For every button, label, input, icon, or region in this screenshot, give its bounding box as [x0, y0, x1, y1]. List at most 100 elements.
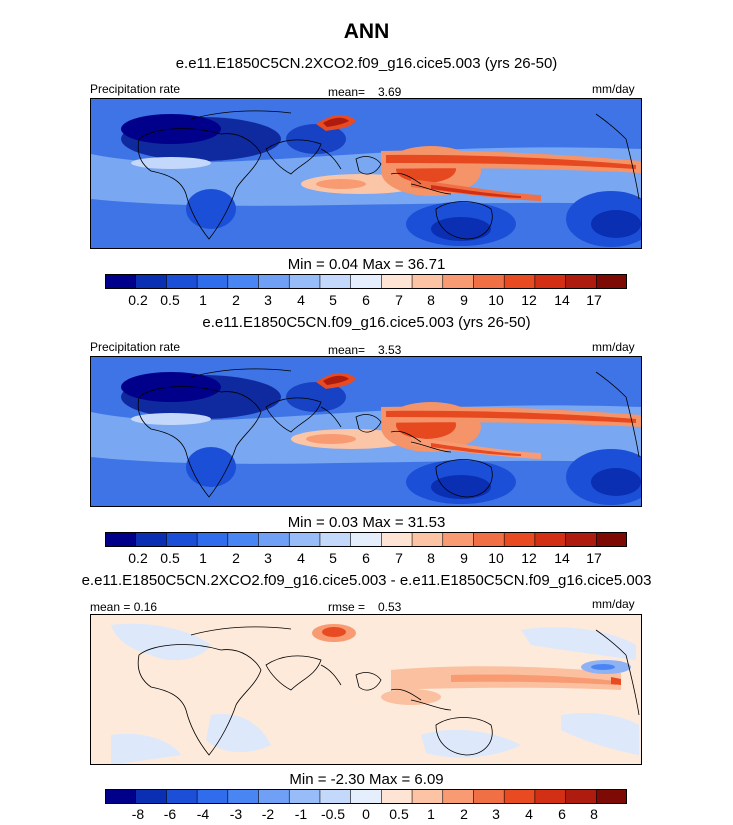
- panel-3-rmse-value: 0.53: [378, 600, 402, 614]
- panel-2-tick: 5: [329, 550, 337, 566]
- panel-3-tick: -4: [196, 806, 210, 822]
- colorbar-border: [105, 274, 627, 289]
- colorbar-swatch: [135, 274, 167, 289]
- panel-3-map: [90, 614, 642, 765]
- panel-2-tick: 10: [488, 550, 504, 566]
- panel-1-tick: 0.5: [160, 292, 180, 308]
- panel-2-minmax: Min = 0.03 Max = 31.53: [287, 514, 446, 531]
- panel-1-mean-value: 3.69: [378, 85, 402, 99]
- panel-3-colorbar-ticks: -8 -6 -4 -3 -2 -1 -0.5 0 0.5 1 2 3 4 6 8: [0, 806, 733, 825]
- colorbar-swatch: [504, 532, 536, 547]
- panel-2-southern-africa: [186, 447, 236, 487]
- panel-3-tick: 0: [362, 806, 370, 822]
- panel-2-tick: 6: [362, 550, 370, 566]
- panel-2-mean-value: 3.53: [378, 343, 402, 357]
- colorbar-swatch: [381, 789, 413, 804]
- panel-1-tick: 14: [554, 292, 570, 308]
- colorbar-swatch: [105, 789, 137, 804]
- colorbar-swatch: [105, 532, 137, 547]
- panel-3-minmax: Min = -2.30 Max = 6.09: [289, 771, 444, 788]
- panel-2-tick: 3: [264, 550, 272, 566]
- panel-2-tick: 12: [521, 550, 537, 566]
- panel-2-tick: 14: [554, 550, 570, 566]
- panel-2-tick: 1: [199, 550, 207, 566]
- colorbar-swatch: [350, 274, 382, 289]
- panel-3-tick: -3: [229, 806, 243, 822]
- colorbar-swatch: [258, 274, 290, 289]
- colorbar-swatch: [534, 789, 566, 804]
- colorbar-swatch: [412, 532, 444, 547]
- colorbar-swatch: [258, 789, 290, 804]
- panel-1-southern-africa: [186, 189, 236, 229]
- panel-3-colorbar: [105, 789, 627, 804]
- panel-3-tick: -2: [261, 806, 275, 822]
- panel-3-warm-pool-increase: [381, 689, 441, 705]
- panel-2-tick: 0.5: [160, 550, 180, 566]
- panel-2-africa-itcz: [131, 413, 211, 425]
- colorbar-swatch: [412, 274, 444, 289]
- panel-3-tick: -1: [294, 806, 308, 822]
- colorbar-swatch: [504, 789, 536, 804]
- colorbar-swatch: [565, 274, 597, 289]
- panel-2-mean-label: mean=: [328, 343, 366, 357]
- colorbar-swatch: [289, 789, 321, 804]
- colorbar-swatch: [135, 789, 167, 804]
- colorbar-swatch: [227, 532, 259, 547]
- panel-1-africa-itcz: [131, 157, 211, 169]
- panel-2-tick: 4: [297, 550, 305, 566]
- panel-3-tick: 6: [558, 806, 566, 822]
- panel-2-variable-label: Precipitation rate: [90, 340, 181, 354]
- panel-3-mean-label: mean = 0.16: [90, 600, 158, 614]
- panel-2-tick: 0.2: [128, 550, 148, 566]
- panel-2-colorbar-ticks: 0.2 0.5 1 2 3 4 5 6 7 8 9 10 12 14 17: [0, 550, 733, 570]
- panel-3-tick: 3: [492, 806, 500, 822]
- colorbar-swatch: [473, 274, 505, 289]
- colorbar-swatch: [534, 274, 566, 289]
- colorbar-swatch: [442, 532, 474, 547]
- colorbar-swatch: [166, 532, 198, 547]
- panel-1-tick: 2: [232, 292, 240, 308]
- panel-1-tick: 12: [521, 292, 537, 308]
- colorbar-swatch: [197, 532, 229, 547]
- panel-2-tick: 17: [586, 550, 602, 566]
- panel-3-case-title: e.e11.E1850C5CN.2XCO2.f09_g16.cice5.003 …: [81, 572, 652, 589]
- panel-1-units: mm/day: [592, 82, 635, 96]
- panel-1-tick: 3: [264, 292, 272, 308]
- colorbar-swatch: [258, 532, 290, 547]
- panel-1-tick: 8: [427, 292, 435, 308]
- figure-title: ANN: [343, 20, 390, 43]
- colorbar-swatch: [319, 532, 351, 547]
- panel-3-tick: 0.5: [389, 806, 409, 822]
- colorbar-swatch: [197, 274, 229, 289]
- colorbar-border: [105, 789, 627, 804]
- panel-1-tick: 6: [362, 292, 370, 308]
- panel-3-coastlines: [137, 626, 640, 756]
- colorbar-swatch: [166, 789, 198, 804]
- colorbar-swatch: [319, 274, 351, 289]
- panel-1-tick: 0.2: [128, 292, 148, 308]
- panel-1-mean-label: mean=: [328, 85, 366, 99]
- panel-2-tick: 9: [460, 550, 468, 566]
- panel-2-case-title: e.e11.E1850C5CN.f09_g16.cice5.003 (yrs 2…: [202, 314, 531, 331]
- colorbar-swatch: [350, 532, 382, 547]
- panel-1-case-title: e.e11.E1850C5CN.2XCO2.f09_g16.cice5.003 …: [175, 55, 558, 72]
- panel-2-tick: 7: [395, 550, 403, 566]
- colorbar-swatch: [166, 274, 198, 289]
- panel-2-arabia-dry: [286, 382, 346, 412]
- panel-2-tick: 2: [232, 550, 240, 566]
- panel-3-light-blue-patches: [111, 623, 211, 661]
- panel-3-tick: -0.5: [320, 806, 346, 822]
- colorbar-swatch: [473, 532, 505, 547]
- colorbar-swatch: [350, 789, 382, 804]
- panel-3-rmse-label: rmse =: [328, 600, 366, 614]
- colorbar-swatch: [596, 789, 627, 804]
- panel-3-tick: -6: [163, 806, 177, 822]
- panel-3-tick: 8: [590, 806, 598, 822]
- panel-1-coastlines: [137, 110, 640, 240]
- colorbar-swatch: [381, 274, 413, 289]
- colorbar-swatch: [135, 532, 167, 547]
- panel-1-tick: 5: [329, 292, 337, 308]
- panel-1-tick: 9: [460, 292, 468, 308]
- panel-1-minmax: Min = 0.04 Max = 36.71: [287, 256, 446, 273]
- panel-3-tick: 2: [460, 806, 468, 822]
